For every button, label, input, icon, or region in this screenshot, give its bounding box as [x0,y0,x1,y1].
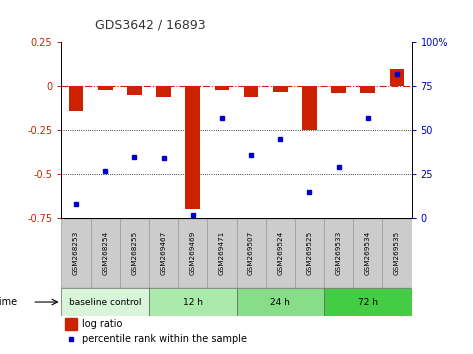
Bar [61,218,91,289]
Bar [324,218,353,289]
Bar [295,218,324,289]
Bar [91,218,120,289]
Bar [360,86,375,93]
Text: baseline control: baseline control [69,297,141,307]
Bar [65,318,77,330]
Text: log ratio: log ratio [82,319,123,329]
Bar [244,86,258,97]
Bar [120,218,149,289]
Text: GSM269469: GSM269469 [190,231,196,275]
Bar [149,218,178,289]
Bar [185,86,200,209]
Text: GSM268254: GSM268254 [102,231,108,275]
Bar [302,86,317,130]
Text: 12 h: 12 h [183,297,203,307]
Bar [236,289,324,316]
Text: percentile rank within the sample: percentile rank within the sample [82,334,247,344]
Text: GSM269534: GSM269534 [365,231,371,275]
Bar [69,86,83,111]
Text: GSM269524: GSM269524 [277,231,283,275]
Bar [324,289,412,316]
Bar [331,86,346,93]
Text: GSM268255: GSM268255 [131,231,138,275]
Bar [178,218,207,289]
Bar [390,69,404,86]
Text: 72 h: 72 h [358,297,378,307]
Bar [353,218,382,289]
Text: GSM269533: GSM269533 [335,231,342,275]
Text: GSM269471: GSM269471 [219,231,225,275]
Bar [156,86,171,97]
Bar [273,86,288,92]
Text: GSM269535: GSM269535 [394,231,400,275]
Bar [266,218,295,289]
Text: GSM269467: GSM269467 [160,231,166,275]
Bar [98,86,113,90]
Text: time: time [0,297,18,307]
Bar [382,218,412,289]
Bar [207,218,236,289]
Bar [127,86,142,95]
Text: GSM268253: GSM268253 [73,231,79,275]
Bar [236,218,266,289]
Text: GSM269525: GSM269525 [307,231,313,275]
Bar [215,86,229,90]
Text: GSM269507: GSM269507 [248,231,254,275]
Bar [149,289,236,316]
Text: GDS3642 / 16893: GDS3642 / 16893 [95,19,205,32]
Text: 24 h: 24 h [270,297,290,307]
Bar [61,289,149,316]
